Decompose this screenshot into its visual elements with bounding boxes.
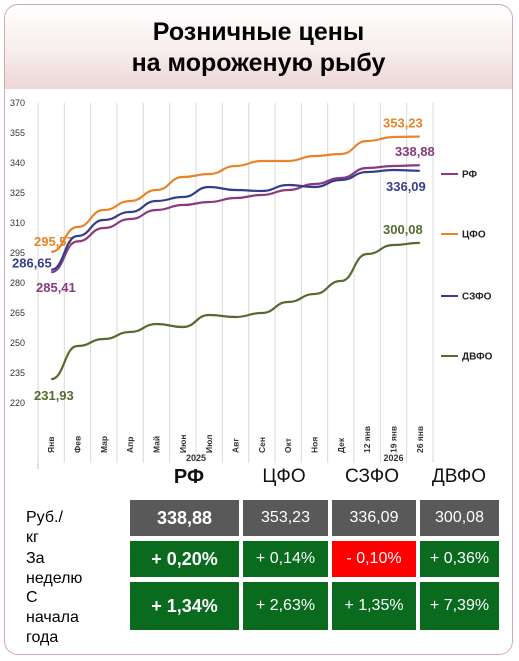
cell-price-rf: 338,88 <box>130 500 239 536</box>
cell-ytd-rf: + 1,34% <box>130 582 239 630</box>
x-tick-label: 26 янв <box>415 426 425 453</box>
cell-ytd-dvfo: + 7,39% <box>420 582 499 630</box>
row-label-week: За неделю <box>26 550 83 587</box>
x-tick-label: Май <box>152 436 162 453</box>
data-label-start: 286,65 <box>12 256 52 271</box>
legend-entry: РФ <box>462 170 478 181</box>
cell-price-cfo: 353,23 <box>243 500 328 536</box>
y-tick-label: 220 <box>10 398 25 408</box>
data-label-start: 295,57 <box>34 234 74 249</box>
cell-week-dvfo: + 0,36% <box>420 541 499 577</box>
y-tick-label: 355 <box>10 128 25 138</box>
cell-price-dvfo: 300,08 <box>420 500 499 536</box>
y-tick-label: 265 <box>10 308 25 318</box>
row-label-price: Руб./кг <box>26 509 63 546</box>
legend-entry: ДВФО <box>462 352 493 363</box>
x-tick-label: Июн <box>178 434 188 453</box>
column-header-rf: РФ <box>173 466 205 488</box>
cell-week-szfo: - 0,10% <box>332 541 416 577</box>
y-tick-label: 295 <box>10 248 25 258</box>
y-tick-label: 370 <box>10 98 25 108</box>
chart-title: Розничные цены на мороженую рыбу <box>131 18 386 77</box>
data-label-start: 285,41 <box>36 280 76 295</box>
x-tick-label: Дек <box>336 437 346 453</box>
cell-week-rf: + 0,20% <box>130 541 239 577</box>
x-tick-label: Авг <box>231 438 241 453</box>
column-header-dvfo: ДВФО <box>431 466 487 487</box>
x-tick-label: Фев <box>73 436 83 453</box>
series-line-0 <box>50 164 420 274</box>
data-label-end: 338,88 <box>395 144 435 159</box>
y-tick-label: 340 <box>10 158 25 168</box>
y-tick-label: 325 <box>10 188 25 198</box>
row-label-ytd: С начала года <box>26 589 79 646</box>
data-label-start: 231,93 <box>34 388 74 403</box>
y-tick-label: 310 <box>10 218 25 228</box>
cell-week-cfo: + 0,14% <box>243 541 328 577</box>
y-tick-label: 280 <box>10 278 25 288</box>
x-tick-label: 19 янв <box>389 426 399 453</box>
cell-ytd-cfo: + 2,63% <box>243 582 328 630</box>
header-panel: Розничные цены на мороженую рыбу <box>5 5 512 89</box>
year-label-2026: 2026 <box>383 453 403 463</box>
x-tick-label: 12 янв <box>362 426 372 453</box>
y-tick-label: 250 <box>10 338 25 348</box>
y-tick-label: 235 <box>10 368 25 378</box>
x-tick-label: Окт <box>283 438 293 453</box>
x-tick-label: Янв <box>46 437 56 453</box>
x-tick-label: Сен <box>257 437 267 453</box>
x-tick-label: Мар <box>99 436 109 453</box>
cell-price-szfo: 336,09 <box>332 500 416 536</box>
x-tick-label: Ноя <box>310 437 320 453</box>
column-header-szfo: СЗФО <box>345 466 399 487</box>
legend-entry: СЗФО <box>462 292 492 303</box>
year-label-2025: 2025 <box>186 453 206 463</box>
data-label-end: 300,08 <box>383 222 423 237</box>
series-line-3 <box>50 241 420 381</box>
legend-entry: ЦФО <box>462 230 486 241</box>
x-tick-label: Апр <box>125 437 135 453</box>
series-line-1 <box>50 135 420 253</box>
data-label-end: 353,23 <box>383 116 423 131</box>
x-tick-label: Июл <box>204 434 214 453</box>
data-label-end: 336,09 <box>386 179 426 194</box>
cell-ytd-szfo: + 1,35% <box>332 582 416 630</box>
line-chart: 220 235 250 265 280 295 310 325 340 355 370 Янв Фев М… <box>10 98 493 469</box>
column-header-cfo: ЦФО <box>262 466 306 487</box>
series-line-2 <box>50 168 420 271</box>
